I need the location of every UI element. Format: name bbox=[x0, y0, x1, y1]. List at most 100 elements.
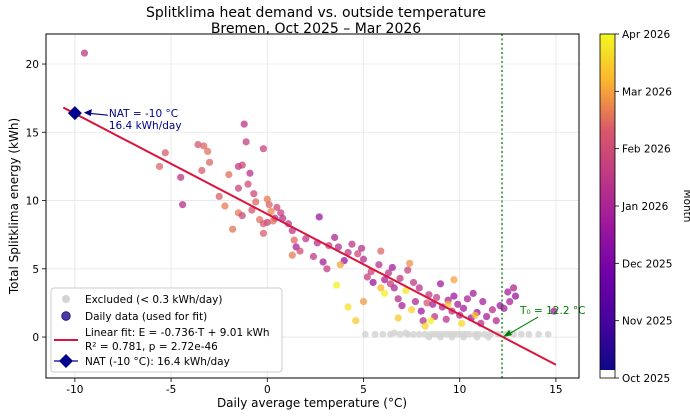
y-tick-label: 10 bbox=[26, 196, 39, 208]
data-point bbox=[394, 314, 402, 322]
data-point bbox=[479, 297, 487, 306]
data-point bbox=[238, 211, 246, 220]
excluded-point bbox=[371, 330, 379, 338]
chart-title: Splitklima heat demand vs. outside tempe… bbox=[146, 5, 486, 21]
legend-label-fit: Linear fit: E = -0.736·T + 9.01 kWh bbox=[85, 327, 270, 339]
data-point bbox=[200, 142, 208, 150]
data-point bbox=[417, 307, 425, 315]
data-point bbox=[404, 266, 412, 274]
data-point bbox=[381, 276, 389, 284]
x-axis-label: Daily average temperature (°C) bbox=[217, 396, 407, 410]
x-tick-label: 5 bbox=[360, 384, 367, 396]
data-point bbox=[155, 162, 164, 171]
data-point bbox=[363, 273, 371, 281]
data-point bbox=[423, 299, 431, 307]
excluded-point bbox=[396, 330, 404, 338]
data-point bbox=[334, 243, 343, 251]
data-point bbox=[375, 261, 383, 269]
data-point bbox=[309, 252, 318, 261]
legend-label-daily: Daily data (used for fit) bbox=[85, 311, 207, 323]
colorbar-ticks: Oct 2025 Nov 2025 Dec 2025 Jan 2026 Feb 2026… bbox=[615, 29, 673, 385]
data-point bbox=[177, 173, 185, 181]
data-point bbox=[488, 306, 497, 314]
data-point bbox=[454, 300, 462, 308]
data-point bbox=[288, 251, 296, 259]
excluded-point bbox=[535, 330, 542, 338]
plot-frame bbox=[45, 33, 580, 379]
y-tick-label: 5 bbox=[32, 264, 39, 276]
y-axis-label: Total Splitklima energy (kWh) bbox=[7, 118, 21, 295]
excluded-point bbox=[437, 333, 444, 341]
data-point bbox=[406, 259, 414, 267]
excluded-point bbox=[473, 333, 481, 341]
data-point bbox=[252, 198, 260, 206]
colorbar-tick-label: Apr 2026 bbox=[622, 29, 671, 41]
y-tick-label: 20 bbox=[26, 59, 39, 71]
data-point bbox=[259, 229, 268, 237]
colorbar-gradient bbox=[600, 34, 615, 370]
colorbar-tick-label: Nov 2025 bbox=[622, 316, 673, 328]
data-point bbox=[469, 289, 477, 297]
y-tick-label: 15 bbox=[26, 127, 39, 139]
data-point bbox=[450, 292, 458, 300]
data-point bbox=[250, 190, 258, 198]
x-tick-label: 0 bbox=[264, 384, 271, 396]
data-point bbox=[80, 49, 89, 57]
data-point bbox=[205, 158, 214, 166]
excluded-point bbox=[460, 333, 467, 341]
x-tick-label: -5 bbox=[166, 384, 176, 396]
chart-subtitle: Bremen, Oct 2025 – Mar 2026 bbox=[211, 21, 421, 37]
data-point bbox=[296, 247, 304, 255]
data-point bbox=[161, 149, 169, 157]
data-point bbox=[506, 297, 514, 306]
data-point bbox=[246, 169, 254, 177]
nat-arrow-head bbox=[83, 109, 92, 117]
data-point bbox=[229, 225, 237, 233]
data-point bbox=[179, 201, 187, 209]
data-point bbox=[433, 293, 441, 302]
data-point bbox=[225, 171, 233, 179]
data-point bbox=[259, 220, 268, 228]
excluded-point bbox=[402, 329, 410, 337]
data-point bbox=[450, 276, 458, 284]
data-points bbox=[80, 49, 558, 330]
data-point bbox=[421, 322, 429, 330]
data-point bbox=[315, 213, 323, 221]
data-point bbox=[234, 184, 243, 192]
data-point bbox=[388, 263, 396, 272]
data-point bbox=[238, 161, 246, 169]
data-point bbox=[407, 306, 416, 314]
data-point bbox=[471, 311, 479, 319]
excluded-point bbox=[525, 330, 533, 338]
legend: Excluded (< 0.3 kWh/day) Daily data (use… bbox=[50, 287, 283, 373]
x-tick-label: -10 bbox=[66, 384, 83, 396]
legend-marker-excluded bbox=[62, 295, 70, 303]
colorbar-tick-label: Mar 2026 bbox=[622, 86, 672, 98]
data-point bbox=[242, 138, 250, 146]
data-point bbox=[290, 236, 298, 244]
data-point bbox=[336, 261, 345, 269]
excluded-point bbox=[544, 330, 552, 338]
excluded-point bbox=[379, 330, 387, 338]
data-point bbox=[415, 284, 423, 292]
excluded-point bbox=[390, 329, 398, 337]
t0-arrow-head bbox=[503, 330, 513, 338]
nat-label-line1: NAT = -10 °C bbox=[109, 108, 178, 120]
excluded-point bbox=[485, 333, 492, 341]
data-point bbox=[427, 317, 435, 325]
excluded-points bbox=[362, 329, 552, 341]
colorbar-label: Month bbox=[681, 190, 690, 223]
data-point bbox=[215, 192, 223, 201]
nat-label-line2: 16.4 kWh/day bbox=[109, 120, 182, 132]
data-point bbox=[377, 284, 385, 292]
y-axis-ticks: 0 5 10 15 20 bbox=[26, 59, 46, 344]
excluded-point bbox=[410, 330, 417, 338]
data-point bbox=[348, 240, 356, 248]
colorbar-tick-label: Dec 2025 bbox=[622, 258, 672, 270]
data-point bbox=[221, 202, 229, 210]
data-point bbox=[394, 295, 402, 303]
data-point bbox=[331, 233, 339, 241]
data-point bbox=[550, 307, 558, 315]
data-point bbox=[384, 269, 393, 277]
data-point bbox=[240, 120, 248, 128]
